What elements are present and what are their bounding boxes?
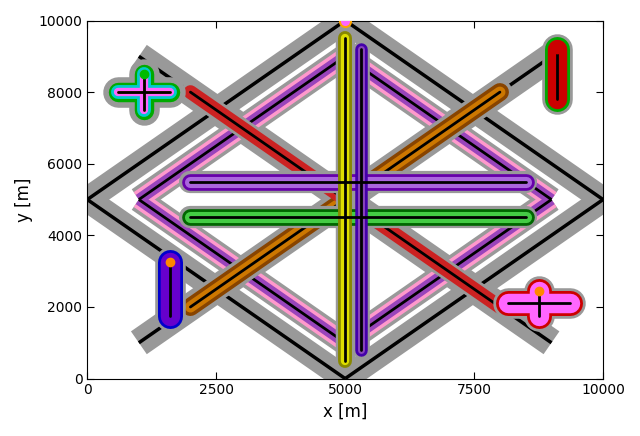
X-axis label: x [m]: x [m] bbox=[323, 403, 367, 421]
Y-axis label: y [m]: y [m] bbox=[15, 177, 33, 222]
